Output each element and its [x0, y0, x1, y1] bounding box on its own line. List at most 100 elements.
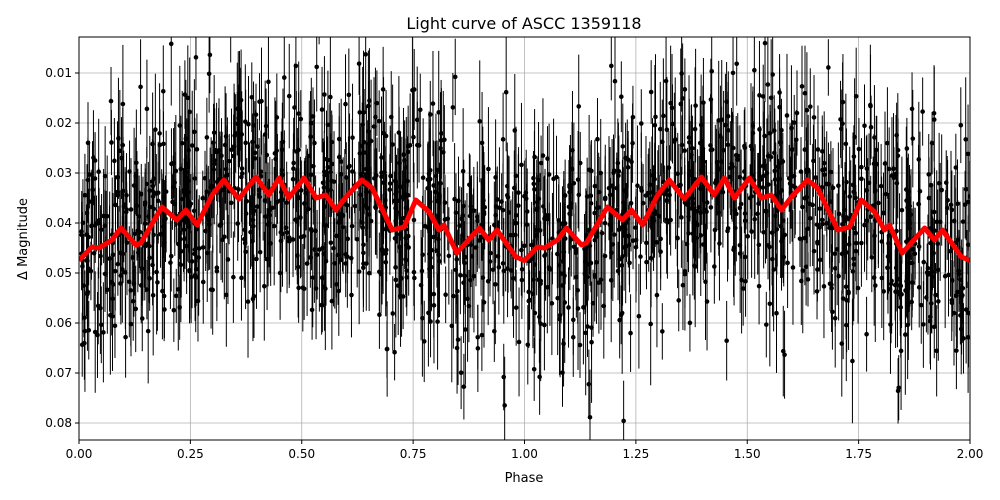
data-point [910, 136, 916, 141]
data-point [231, 274, 236, 280]
data-point [281, 75, 287, 80]
data-point [496, 264, 502, 270]
data-point [889, 173, 895, 178]
data-point [596, 280, 602, 285]
data-point [361, 265, 366, 271]
data-point [929, 269, 935, 274]
data-point [648, 255, 654, 261]
data-point [220, 237, 225, 243]
data-point [546, 172, 552, 177]
data-point [709, 147, 715, 152]
data-point [918, 302, 924, 308]
data-point [120, 142, 126, 148]
data-point [396, 160, 402, 166]
data-point [250, 238, 255, 244]
data-point [963, 307, 969, 312]
data-point [493, 282, 498, 287]
data-point [633, 237, 639, 243]
data-point [602, 253, 608, 259]
data-point [124, 207, 129, 212]
data-point [499, 199, 504, 204]
data-point [540, 153, 546, 158]
data-point [703, 279, 708, 285]
data-point [768, 95, 774, 101]
data-point [329, 298, 335, 304]
data-point [668, 217, 673, 223]
data-point [85, 291, 90, 297]
data-point [873, 147, 879, 153]
data-point [638, 254, 643, 259]
data-point [187, 109, 192, 115]
data-point [698, 233, 704, 238]
data-point [560, 370, 565, 375]
data-point [576, 104, 582, 109]
data-point [356, 61, 362, 66]
data-point [372, 176, 377, 181]
data-point [500, 261, 506, 266]
data-point [679, 215, 684, 220]
data-point [384, 247, 389, 253]
data-point [322, 204, 328, 209]
data-point [638, 185, 644, 191]
data-point [735, 153, 741, 159]
data-point [909, 106, 915, 112]
data-point [411, 134, 416, 140]
data-point [317, 9, 322, 14]
data-point [168, 253, 174, 259]
data-point [88, 268, 94, 274]
data-point [303, 191, 308, 196]
data-point [362, 203, 368, 208]
data-point [336, 220, 342, 226]
data-point [836, 183, 841, 189]
data-point [958, 122, 964, 128]
data-point [761, 229, 766, 235]
data-point [810, 202, 816, 208]
data-point [524, 209, 530, 214]
data-point [319, 107, 325, 112]
data-point [257, 99, 262, 105]
data-point [700, 168, 705, 173]
data-point [839, 341, 845, 346]
data-point [926, 172, 932, 177]
data-point [789, 125, 794, 131]
data-point [616, 169, 622, 174]
data-point [850, 358, 855, 364]
data-point [237, 112, 243, 117]
data-point [807, 104, 813, 109]
data-point [308, 172, 314, 178]
data-point [862, 123, 867, 129]
data-point [84, 232, 90, 238]
data-point [893, 171, 899, 177]
data-point [399, 194, 405, 200]
data-point [150, 179, 155, 184]
data-point [477, 119, 483, 124]
data-point [708, 143, 713, 148]
data-point [734, 61, 740, 67]
data-point [929, 140, 935, 146]
data-point [237, 106, 242, 112]
data-point [379, 155, 384, 160]
data-point [887, 287, 893, 292]
data-point [390, 142, 395, 147]
data-point [727, 174, 733, 180]
data-point [761, 163, 766, 169]
data-point [943, 180, 949, 185]
data-point [340, 224, 345, 230]
data-point [836, 211, 842, 217]
data-point [467, 277, 473, 283]
data-point [485, 278, 491, 284]
data-point [907, 226, 913, 231]
data-point [780, 348, 786, 354]
data-point [429, 264, 434, 270]
data-point [765, 82, 771, 87]
data-point [403, 242, 409, 248]
data-point [258, 169, 264, 174]
data-point [609, 63, 614, 69]
data-point [319, 302, 324, 308]
data-point [692, 126, 698, 132]
data-point [393, 205, 398, 211]
data-point [343, 101, 348, 107]
data-point [328, 240, 334, 245]
data-point [815, 147, 821, 152]
data-point [554, 174, 559, 180]
